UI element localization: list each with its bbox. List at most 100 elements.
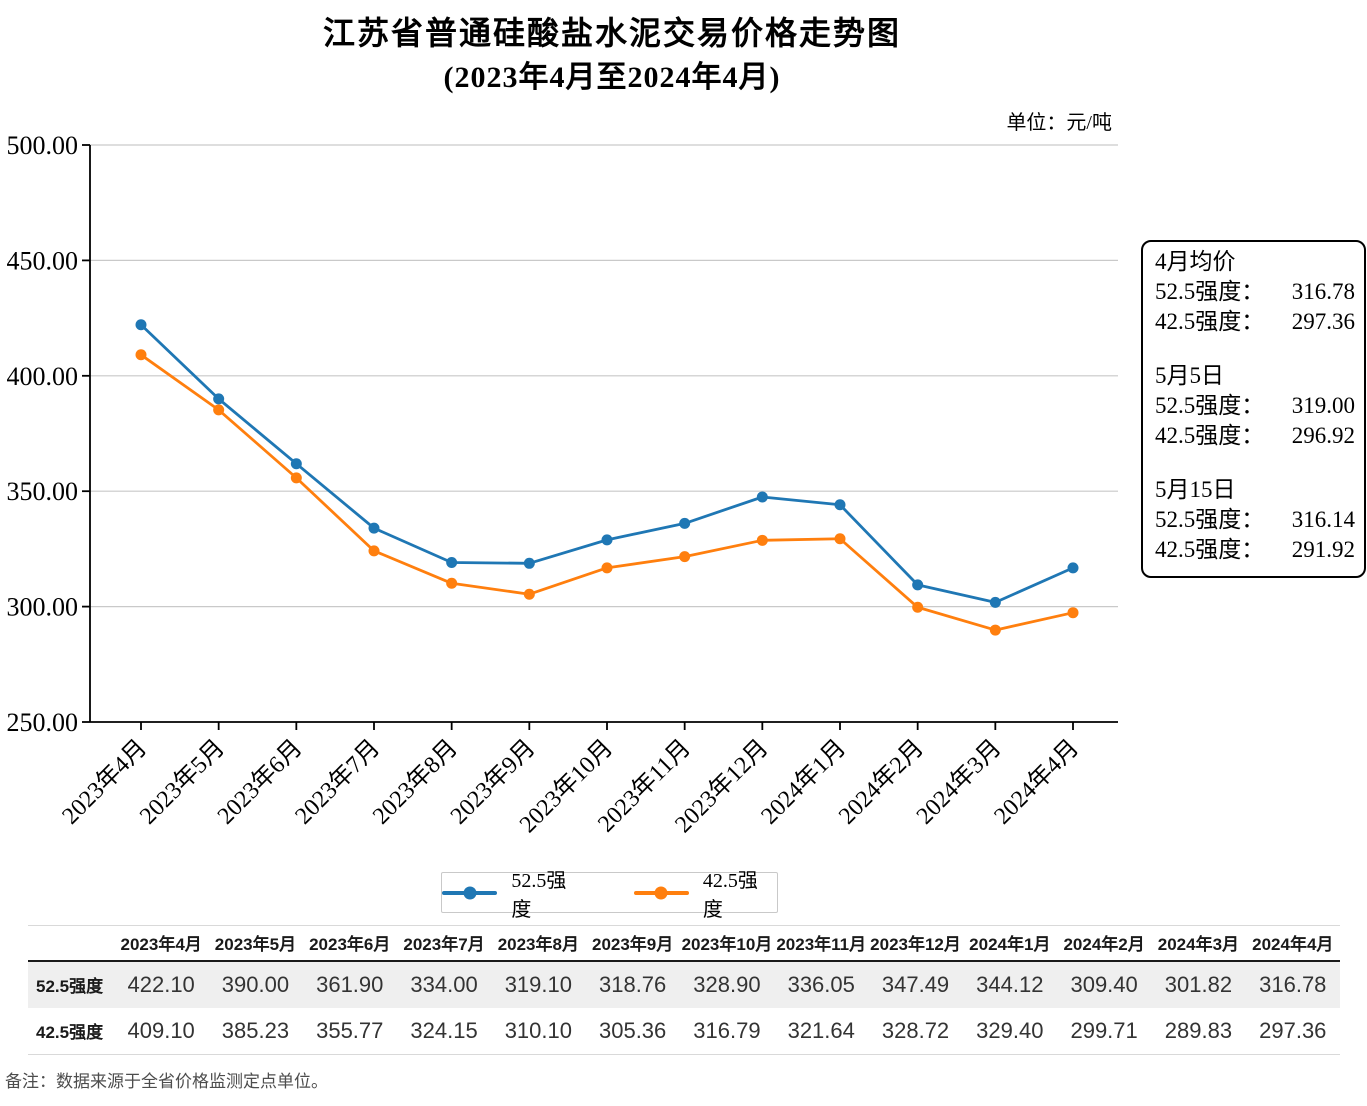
table-cell: 316.78 bbox=[1259, 971, 1327, 997]
table-cell: 305.36 bbox=[598, 1017, 667, 1043]
table-header-cell: 2024年4月 bbox=[1252, 935, 1334, 955]
data-point bbox=[213, 404, 225, 416]
annotation-value: 291.92 bbox=[1291, 537, 1355, 562]
table-cell: 385.23 bbox=[221, 1017, 290, 1043]
table-cell: 301.82 bbox=[1164, 971, 1233, 997]
table-header-cell: 2024年1月 bbox=[969, 935, 1051, 955]
y-tick-label: 400.00 bbox=[7, 362, 79, 391]
data-point bbox=[213, 393, 225, 405]
legend-item: 52.5强度 bbox=[442, 864, 586, 922]
line-chart: 250.00300.00350.00400.00450.00500.002023… bbox=[7, 131, 1118, 838]
annotation-box: 4月均价 52.5强度： 316.78 42.5强度： 297.36 5月5日 52.5强度… bbox=[1141, 240, 1366, 578]
data-point bbox=[834, 499, 846, 511]
data-point bbox=[523, 557, 535, 569]
annotation-value: 297.36 bbox=[1291, 309, 1355, 334]
legend-item: 42.5强度 bbox=[633, 864, 778, 922]
page-subtitle: (2023年4月至2024年4月) bbox=[443, 61, 781, 94]
table-header-cell: 2023年12月 bbox=[870, 935, 961, 955]
table-header-cell: 2024年2月 bbox=[1063, 935, 1145, 955]
table-header-cell: 2023年8月 bbox=[497, 935, 579, 955]
table-cell: 347.49 bbox=[881, 971, 950, 997]
x-tick-label: 2024年4月 bbox=[989, 734, 1084, 829]
annotation-row: 52.5强度： 316.14 bbox=[1155, 505, 1355, 535]
legend-line-swatch bbox=[442, 886, 498, 899]
data-point bbox=[989, 624, 1001, 636]
annotation-row: 42.5强度： 297.36 bbox=[1155, 307, 1355, 337]
table-cell: 319.10 bbox=[504, 971, 572, 997]
data-point bbox=[756, 491, 768, 503]
data-point bbox=[1067, 562, 1079, 574]
annotation-label: 42.5强度： bbox=[1155, 423, 1265, 448]
y-tick-label: 500.00 bbox=[7, 131, 79, 160]
table-header-cell: 2023年9月 bbox=[591, 935, 674, 955]
table-cell: 409.10 bbox=[127, 1017, 195, 1043]
annotation-row: 52.5强度： 319.00 bbox=[1155, 391, 1355, 421]
table-header-cell: 2023年6月 bbox=[309, 935, 391, 955]
annotation-section: 5月15日 52.5强度： 316.14 42.5强度： 291.92 bbox=[1155, 475, 1355, 565]
table-row-label: 42.5强度 bbox=[36, 1023, 104, 1043]
table-header-cell: 2024年3月 bbox=[1157, 935, 1240, 955]
y-tick-label: 250.00 bbox=[7, 708, 79, 737]
y-tick-label: 450.00 bbox=[7, 246, 79, 275]
data-point bbox=[756, 534, 768, 546]
table-header-cell: 2023年11月 bbox=[776, 935, 867, 955]
annotation-value: 296.92 bbox=[1291, 423, 1355, 448]
table-header-cell: 2023年7月 bbox=[403, 935, 485, 955]
footnote: 备注：数据来源于全省价格监测定点单位。 bbox=[5, 1072, 328, 1091]
data-point bbox=[679, 517, 691, 529]
table-row: 42.5强度 409.10 385.23 355.77 324.15 310.10 305.… bbox=[28, 1008, 1340, 1055]
table-head: 2023年4月 2023年5月 2023年6月 2023年7月 2023年8月 2023年… bbox=[28, 925, 1340, 961]
data-point bbox=[368, 522, 380, 534]
legend-marker-dot bbox=[654, 886, 668, 899]
table-cell: 310.10 bbox=[504, 1017, 572, 1043]
table-cell: 355.77 bbox=[316, 1017, 384, 1043]
data-point bbox=[1067, 607, 1079, 619]
annotation-label: 52.5强度： bbox=[1155, 507, 1265, 532]
table-header-cell: 2023年10月 bbox=[681, 935, 773, 955]
table-cell: 318.76 bbox=[598, 971, 667, 997]
table-header-cell: 2023年4月 bbox=[120, 935, 202, 955]
table-body: 52.5强度 422.10 390.00 361.90 334.00 319.10 318.… bbox=[28, 960, 1340, 1055]
data-point bbox=[446, 557, 458, 569]
annotation-value: 316.14 bbox=[1291, 507, 1355, 532]
table-cell: 390.00 bbox=[221, 971, 290, 997]
table-cell: 289.83 bbox=[1164, 1017, 1233, 1043]
table-cell: 422.10 bbox=[127, 971, 195, 997]
annotation-title: 4月均价 bbox=[1155, 249, 1236, 274]
annotation-row: 52.5强度： 316.78 bbox=[1155, 277, 1355, 307]
data-point bbox=[290, 472, 302, 484]
table-cell: 336.05 bbox=[787, 971, 855, 997]
legend-label: 42.5强度 bbox=[702, 869, 758, 921]
table-cell: 361.90 bbox=[316, 971, 384, 997]
y-tick-label: 300.00 bbox=[7, 593, 79, 622]
table-row: 52.5强度 422.10 390.00 361.90 334.00 319.10 318.… bbox=[28, 960, 1340, 1008]
y-tick-label: 350.00 bbox=[7, 477, 79, 506]
table-row-label: 52.5强度 bbox=[36, 977, 104, 996]
annotation-label: 52.5强度： bbox=[1155, 279, 1265, 304]
table-cell: 328.90 bbox=[693, 971, 761, 997]
annotation-label: 52.5强度： bbox=[1155, 393, 1265, 418]
annotation-row: 42.5强度： 296.92 bbox=[1155, 421, 1355, 451]
table-corner-cell bbox=[28, 926, 114, 961]
data-point bbox=[523, 588, 535, 600]
annotation-section: 5月5日 52.5强度： 319.00 42.5强度： 296.92 bbox=[1155, 361, 1355, 451]
table-cell: 297.36 bbox=[1259, 1017, 1327, 1043]
legend-line-swatch bbox=[633, 886, 689, 899]
annotation-title: 5月15日 bbox=[1155, 477, 1236, 502]
data-point bbox=[989, 596, 1001, 608]
data-point bbox=[912, 601, 924, 613]
unit-label: 单位：元/吨 bbox=[1006, 112, 1112, 134]
legend-label: 52.5强度 bbox=[511, 869, 567, 921]
legend-marker-dot bbox=[463, 886, 477, 899]
data-point bbox=[601, 562, 613, 574]
annotation-value: 319.00 bbox=[1291, 393, 1355, 418]
data-point bbox=[368, 545, 380, 557]
table-header-cell: 2023年5月 bbox=[214, 935, 297, 955]
data-point bbox=[912, 579, 924, 591]
annotation-section: 4月均价 52.5强度： 316.78 42.5强度： 297.36 bbox=[1155, 247, 1355, 337]
data-point bbox=[834, 533, 846, 545]
annotation-row: 42.5强度： 291.92 bbox=[1155, 535, 1355, 565]
table-cell: 334.00 bbox=[410, 971, 478, 997]
annotation-title: 5月5日 bbox=[1155, 363, 1224, 388]
annotation-value: 316.78 bbox=[1291, 279, 1355, 304]
